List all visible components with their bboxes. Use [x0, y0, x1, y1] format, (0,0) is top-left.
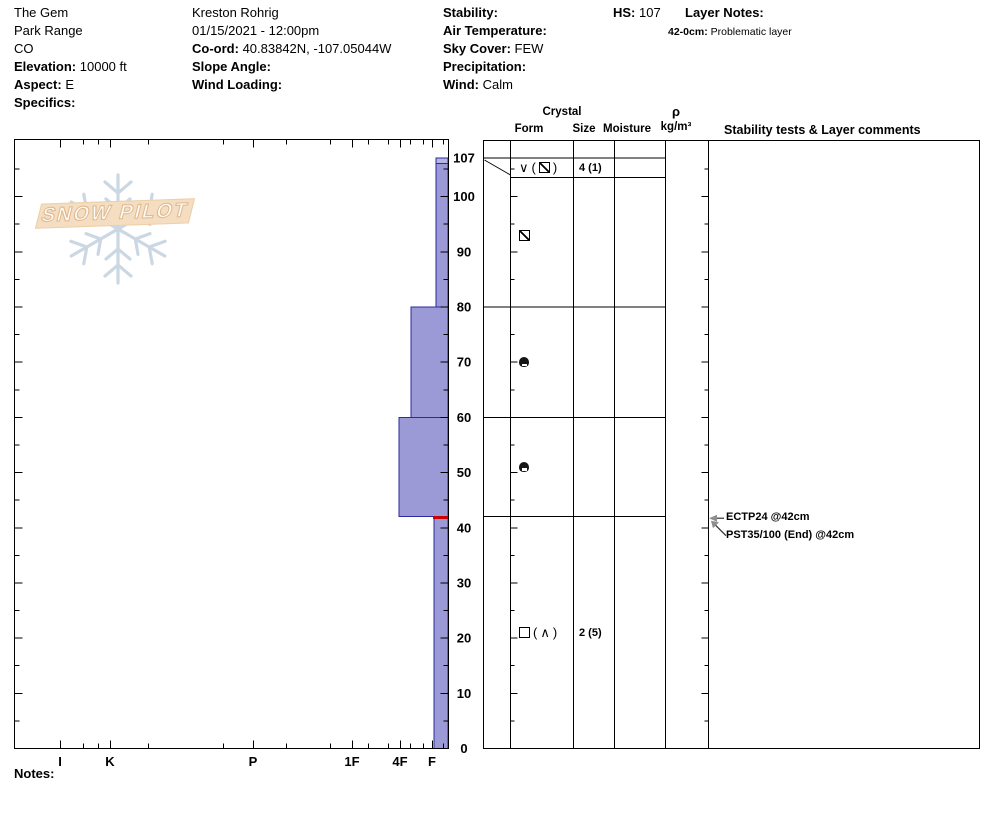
header-line: CO	[14, 41, 34, 56]
header-layer-note: 42-0cm: Problematic layer	[668, 25, 792, 39]
svg-text:60: 60	[457, 410, 471, 425]
grain-form-cell: ∨()	[519, 159, 558, 176]
col-header-moisture: Moisture	[603, 123, 651, 135]
col-header-form: Form	[514, 123, 544, 135]
hs-value: 107	[639, 5, 661, 20]
grain-glyph-sh: ∨	[519, 159, 529, 175]
svg-text:0: 0	[460, 741, 467, 756]
col-header-crystal: Crystal	[542, 106, 582, 118]
header-hs: HS: 107	[613, 4, 661, 22]
col-header-rho-units: kg/m³	[660, 121, 692, 133]
header-line: Stability:	[443, 5, 498, 20]
header-line: 01/15/2021 - 12:00pm	[192, 23, 320, 38]
svg-text:80: 80	[457, 300, 471, 315]
snowpilot-logo: SNOW PILOT	[34, 168, 208, 288]
svg-text:P: P	[249, 754, 258, 769]
hardness-profile-bars	[398, 157, 449, 750]
header-conditions-block: Stability: Air Temperature: Sky Cover: F…	[443, 4, 547, 94]
header-line: Aspect: E	[14, 77, 74, 92]
header-line: Wind: Calm	[443, 77, 513, 92]
svg-text:30: 30	[457, 575, 471, 590]
snowflake-icon	[69, 173, 167, 285]
grain-form-cell	[519, 227, 530, 243]
grain-form-cell	[519, 354, 529, 370]
svg-text:K: K	[105, 754, 115, 769]
svg-text:50: 50	[457, 465, 471, 480]
svg-text:107: 107	[453, 151, 475, 166]
faceted-square-icon	[519, 627, 530, 639]
header-observer-block: Kreston Rohrig 01/15/2021 - 12:00pm Co-ord…	[192, 4, 391, 94]
stability-test-label: PST35/100 (End) @42cm	[726, 528, 855, 541]
svg-text:40: 40	[457, 520, 471, 535]
header-line: Park Range	[14, 23, 83, 38]
crust-slash-box-icon	[519, 229, 530, 241]
thin-layer-leader-line	[484, 159, 511, 176]
notes-label: Notes:	[14, 766, 55, 781]
header-line: Co-ord: 40.83842N, -107.05044W	[192, 41, 392, 56]
header-line: Wind Loading:	[192, 77, 283, 92]
svg-text:10: 10	[457, 686, 471, 701]
layer-note-range: 42-0cm:	[668, 26, 708, 38]
hardness-axis-labels: I K P 1F 4F F	[58, 754, 436, 769]
svg-text:F: F	[428, 754, 436, 769]
header-location-block: The Gem Park Range CO Elevation: 10000 ft As…	[14, 4, 127, 112]
svg-text:4F: 4F	[392, 754, 407, 769]
header-line: The Gem	[14, 5, 69, 20]
test-arrows	[709, 514, 727, 537]
header-line: Elevation: 10000 ft	[14, 59, 127, 74]
header-layer-notes-title: Layer Notes:	[685, 5, 764, 20]
header-line: Precipitation:	[443, 59, 527, 74]
layer-table-grid	[483, 140, 980, 749]
grain-glyph-dh: ∧	[540, 624, 550, 640]
header-line: Air Temperature:	[443, 23, 547, 38]
depth-edge-ticks	[14, 168, 449, 722]
col-header-size: Size	[572, 123, 596, 135]
dark-grain-icon	[519, 462, 529, 473]
stability-test-label: ECTP24 @42cm	[726, 510, 810, 523]
header-line: Slope Angle:	[192, 59, 271, 74]
dark-grain-icon	[519, 357, 529, 368]
logo-text: SNOW PILOT	[39, 199, 192, 227]
header-line: Sky Cover: FEW	[443, 41, 544, 56]
svg-text:I: I	[58, 754, 62, 769]
header-line: Kreston Rohrig	[192, 5, 279, 20]
header-line: Specifics:	[14, 95, 76, 110]
hardness-axis	[60, 139, 444, 749]
hs-label: HS:	[613, 5, 636, 20]
svg-text:90: 90	[457, 244, 471, 259]
crust-slash-box-icon	[538, 162, 550, 174]
layer-note-text: Problematic layer	[710, 26, 792, 38]
svg-text:100: 100	[453, 189, 475, 204]
grain-form-cell: (∧)	[519, 625, 557, 641]
svg-text:20: 20	[457, 631, 471, 646]
svg-text:1F: 1F	[344, 754, 359, 769]
svg-text:70: 70	[457, 355, 471, 370]
grain-size-cell: 4 (1)	[579, 161, 602, 174]
grain-size-cell: 2 (5)	[579, 626, 602, 639]
grain-form-cell	[519, 459, 529, 475]
left-plot-frame	[14, 139, 449, 749]
col-header-rho: ρ	[671, 104, 681, 119]
col-header-stability-comments: Stability tests & Layer comments	[724, 123, 921, 137]
